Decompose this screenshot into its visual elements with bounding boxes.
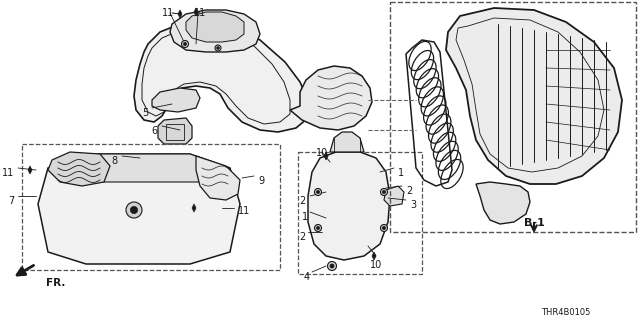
Polygon shape xyxy=(170,10,260,52)
Text: 10: 10 xyxy=(370,260,382,270)
Polygon shape xyxy=(372,252,376,260)
Bar xyxy=(390,2,636,232)
Circle shape xyxy=(215,45,221,51)
Text: 8: 8 xyxy=(112,156,118,166)
Text: 11: 11 xyxy=(238,206,250,216)
Text: 9: 9 xyxy=(258,176,264,186)
Circle shape xyxy=(383,190,385,194)
Bar xyxy=(22,144,280,270)
Circle shape xyxy=(381,225,387,231)
Circle shape xyxy=(328,261,337,270)
Text: 2: 2 xyxy=(406,186,412,196)
Polygon shape xyxy=(48,152,110,186)
Polygon shape xyxy=(48,154,230,182)
Polygon shape xyxy=(152,88,200,112)
Polygon shape xyxy=(324,152,328,160)
Text: B-1: B-1 xyxy=(524,218,545,228)
Text: 6: 6 xyxy=(152,126,158,136)
Circle shape xyxy=(330,264,334,268)
Polygon shape xyxy=(28,166,32,174)
Text: 1: 1 xyxy=(302,212,308,222)
Polygon shape xyxy=(186,12,244,42)
Polygon shape xyxy=(308,152,390,260)
Circle shape xyxy=(316,190,319,194)
Circle shape xyxy=(126,202,142,218)
Text: 1: 1 xyxy=(398,168,404,178)
Text: 4: 4 xyxy=(304,272,310,282)
Polygon shape xyxy=(194,8,198,16)
Polygon shape xyxy=(446,8,622,184)
Polygon shape xyxy=(330,132,364,152)
Text: 2: 2 xyxy=(300,232,306,242)
Polygon shape xyxy=(178,10,182,18)
Text: 7: 7 xyxy=(8,196,14,206)
Circle shape xyxy=(182,41,189,47)
Circle shape xyxy=(314,225,321,231)
Polygon shape xyxy=(290,66,372,130)
Text: 2: 2 xyxy=(300,196,306,206)
Polygon shape xyxy=(158,118,192,144)
Polygon shape xyxy=(476,182,530,224)
Polygon shape xyxy=(384,186,404,206)
Circle shape xyxy=(184,43,187,45)
Text: 5: 5 xyxy=(141,108,148,118)
Text: 11: 11 xyxy=(162,8,174,18)
Text: FR.: FR. xyxy=(46,278,65,288)
Polygon shape xyxy=(192,204,196,212)
Circle shape xyxy=(381,188,387,196)
Text: 11: 11 xyxy=(194,8,206,18)
Circle shape xyxy=(330,264,334,268)
Circle shape xyxy=(383,227,385,229)
Circle shape xyxy=(130,206,138,214)
Circle shape xyxy=(316,227,319,229)
Circle shape xyxy=(314,188,321,196)
Circle shape xyxy=(131,206,138,214)
Bar xyxy=(298,152,422,274)
Polygon shape xyxy=(134,24,308,132)
Polygon shape xyxy=(38,154,240,264)
Circle shape xyxy=(217,47,220,49)
Text: THR4B0105: THR4B0105 xyxy=(541,308,590,317)
Polygon shape xyxy=(196,156,240,200)
Text: 10: 10 xyxy=(316,148,328,158)
Text: 11: 11 xyxy=(2,168,14,178)
Text: 3: 3 xyxy=(410,200,416,210)
